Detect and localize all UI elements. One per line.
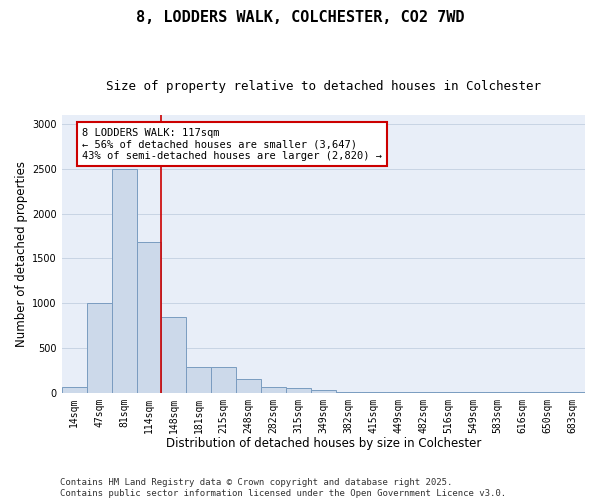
Title: Size of property relative to detached houses in Colchester: Size of property relative to detached ho… xyxy=(106,80,541,93)
Bar xyxy=(161,318,187,392)
Bar xyxy=(86,303,112,392)
X-axis label: Distribution of detached houses by size in Colchester: Distribution of detached houses by size … xyxy=(166,437,481,450)
Bar xyxy=(261,387,286,392)
Text: 8 LODDERS WALK: 117sqm
← 56% of detached houses are smaller (3,647)
43% of semi-: 8 LODDERS WALK: 117sqm ← 56% of detached… xyxy=(82,128,382,160)
Text: Contains HM Land Registry data © Crown copyright and database right 2025.
Contai: Contains HM Land Registry data © Crown c… xyxy=(60,478,506,498)
Bar xyxy=(112,169,137,392)
Bar xyxy=(311,390,336,392)
Bar xyxy=(137,242,161,392)
Bar xyxy=(211,366,236,392)
Y-axis label: Number of detached properties: Number of detached properties xyxy=(15,161,28,347)
Bar xyxy=(286,388,311,392)
Bar xyxy=(62,388,86,392)
Bar xyxy=(236,379,261,392)
Text: 8, LODDERS WALK, COLCHESTER, CO2 7WD: 8, LODDERS WALK, COLCHESTER, CO2 7WD xyxy=(136,10,464,25)
Bar xyxy=(187,366,211,392)
